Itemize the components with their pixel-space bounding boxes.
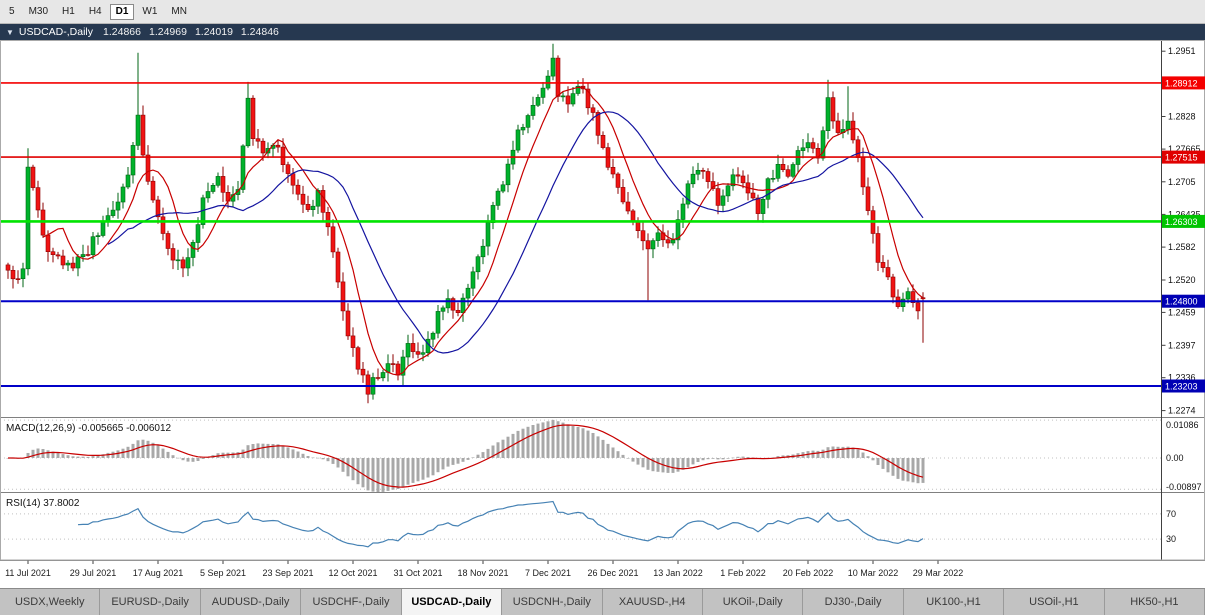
rsi-indicator-label: RSI(14) 37.8002: [6, 498, 80, 509]
svg-text:1.26435: 1.26435: [1168, 209, 1201, 219]
chart-generated-layers: 1.2951 1.2828 1.27665 1.2705 1.26435 1.2582 1.…: [0, 40, 1205, 578]
svg-text:0.00: 0.00: [1166, 453, 1184, 463]
tab-hk50-h1[interactable]: HK50-,H1: [1105, 589, 1205, 615]
timeframe-button-w1[interactable]: W1: [136, 4, 163, 20]
svg-text:30: 30: [1166, 534, 1176, 544]
svg-text:13 Jan 2022: 13 Jan 2022: [653, 568, 703, 578]
chart-dropdown-icon[interactable]: ▼: [6, 27, 14, 37]
ohlc-open-value: 1.24866: [103, 26, 141, 38]
svg-text:20 Feb 2022: 20 Feb 2022: [783, 568, 834, 578]
svg-text:10 Mar 2022: 10 Mar 2022: [848, 568, 899, 578]
svg-text:23 Sep 2021: 23 Sep 2021: [262, 568, 313, 578]
svg-text:1.28912: 1.28912: [1165, 78, 1198, 88]
svg-text:1.26303: 1.26303: [1165, 217, 1198, 227]
svg-text:1.2951: 1.2951: [1168, 46, 1196, 56]
svg-text:1.2828: 1.2828: [1168, 112, 1196, 122]
tab-usoil-h1[interactable]: USOil-,H1: [1004, 589, 1105, 615]
svg-text:1 Feb 2022: 1 Feb 2022: [720, 568, 766, 578]
svg-text:7 Dec 2021: 7 Dec 2021: [525, 568, 571, 578]
svg-text:18 Nov 2021: 18 Nov 2021: [457, 568, 508, 578]
tab-eurusd-daily[interactable]: EURUSD-,Daily: [100, 589, 201, 615]
ohlc-low-value: 1.24019: [194, 26, 233, 38]
timeframe-button-m5[interactable]: 5: [3, 4, 21, 20]
svg-text:17 Aug 2021: 17 Aug 2021: [133, 568, 184, 578]
svg-text:1.2459: 1.2459: [1168, 307, 1196, 317]
timeframe-button-h1[interactable]: H1: [56, 4, 81, 20]
svg-text:29 Jul 2021: 29 Jul 2021: [70, 568, 117, 578]
tab-ukoil-daily[interactable]: UKOil-,Daily: [703, 589, 804, 615]
chart-tab-bar: USDX,Weekly EURUSD-,Daily AUDUSD-,Daily …: [0, 588, 1205, 615]
chart-canvas[interactable]: 1.2951 1.2828 1.27665 1.2705 1.26435 1.2582 1.…: [0, 40, 1205, 588]
svg-text:12 Oct 2021: 12 Oct 2021: [328, 568, 377, 578]
timeframe-button-h4[interactable]: H4: [83, 4, 108, 20]
tab-audusd-daily[interactable]: AUDUSD-,Daily: [201, 589, 302, 615]
svg-text:1.27665: 1.27665: [1168, 144, 1201, 154]
ohlc-high-value: 1.24969: [148, 26, 187, 38]
ohlc-close-value: 1.24846: [240, 26, 279, 38]
tab-usdcad-daily[interactable]: USDCAD-,Daily: [401, 589, 503, 615]
svg-text:0.01086: 0.01086: [1166, 420, 1199, 430]
svg-text:-0.00897: -0.00897: [1166, 482, 1202, 492]
tab-usdchf-daily[interactable]: USDCHF-,Daily: [301, 589, 402, 615]
svg-text:1.24800: 1.24800: [1165, 297, 1198, 307]
svg-text:5 Sep 2021: 5 Sep 2021: [200, 568, 246, 578]
timeframe-button-m30[interactable]: M30: [23, 4, 54, 20]
svg-text:1.2397: 1.2397: [1168, 340, 1196, 350]
chart-title-bar: ▼ USDCAD-,Daily 1.24866 1.24969 1.24019 …: [0, 24, 1205, 40]
timeframe-button-d1[interactable]: D1: [109, 3, 135, 20]
svg-text:70: 70: [1166, 509, 1176, 519]
timeframe-toolbar: 5 M30 H1 H4 D1 W1 MN: [0, 0, 1205, 24]
svg-text:1.2582: 1.2582: [1168, 242, 1196, 252]
tab-usdx-weekly[interactable]: USDX,Weekly: [0, 589, 101, 615]
svg-text:1.2274: 1.2274: [1168, 406, 1196, 416]
svg-text:1.2336: 1.2336: [1168, 373, 1196, 383]
tab-uk100-h1[interactable]: UK100-,H1: [904, 589, 1005, 615]
timeframe-button-mn[interactable]: MN: [165, 4, 193, 20]
tab-dj30-daily[interactable]: DJ30-,Daily: [803, 589, 904, 615]
tab-usdcnh-daily[interactable]: USDCNH-,Daily: [502, 589, 603, 615]
svg-text:1.23203: 1.23203: [1165, 382, 1198, 392]
svg-text:1.2520: 1.2520: [1168, 275, 1196, 285]
macd-indicator-label: MACD(12,26,9) -0.005665 -0.006012: [6, 423, 172, 434]
svg-text:1.27515: 1.27515: [1165, 153, 1198, 163]
chart-symbol-label: USDCAD-,Daily: [18, 26, 94, 38]
svg-text:31 Oct 2021: 31 Oct 2021: [393, 568, 442, 578]
svg-text:1.2705: 1.2705: [1168, 177, 1196, 187]
svg-text:26 Dec 2021: 26 Dec 2021: [587, 568, 638, 578]
tab-xauusd-h4[interactable]: XAUUSD-,H4: [603, 589, 703, 615]
svg-text:11 Jul 2021: 11 Jul 2021: [5, 568, 51, 578]
svg-text:29 Mar 2022: 29 Mar 2022: [913, 568, 964, 578]
